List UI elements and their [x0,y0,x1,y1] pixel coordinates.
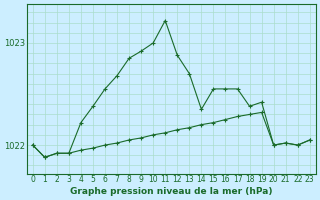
X-axis label: Graphe pression niveau de la mer (hPa): Graphe pression niveau de la mer (hPa) [70,187,273,196]
